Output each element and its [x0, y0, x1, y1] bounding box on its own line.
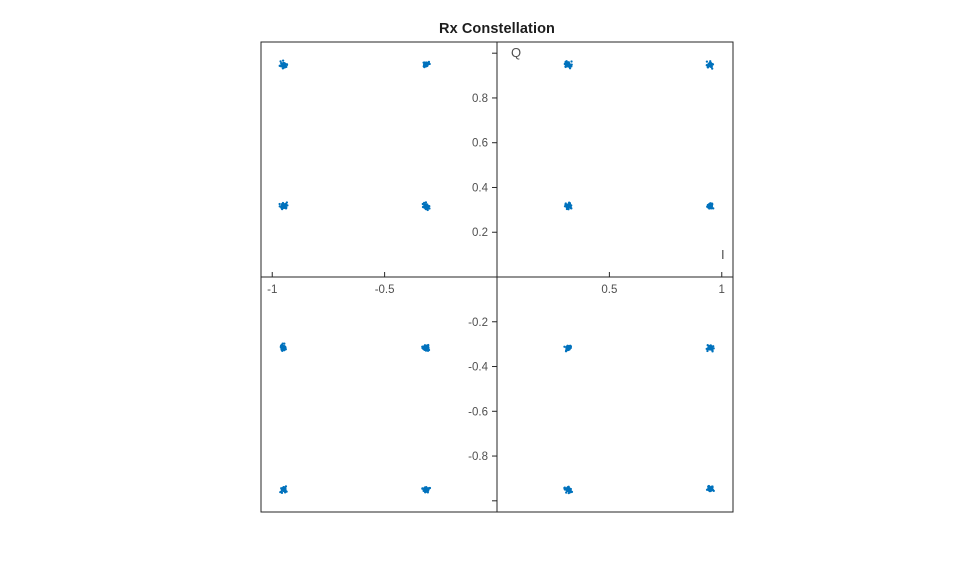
constellation-point: [705, 344, 715, 353]
y-axis-label-q: Q: [511, 45, 522, 60]
x-tick-label: 0.5: [601, 284, 617, 296]
x-tick-label: 1: [719, 284, 725, 296]
y-tick-label: 0.6: [472, 138, 488, 150]
constellation-point: [278, 201, 289, 211]
constellation-point: [422, 60, 431, 69]
y-tick-label: 0.4: [472, 182, 489, 194]
y-tick-label: -0.2: [468, 317, 488, 329]
constellation-point: [563, 485, 574, 495]
constellation-point: [421, 343, 431, 352]
x-tick-label: -1: [267, 284, 277, 296]
y-tick-label: -0.6: [468, 406, 488, 418]
constellation-point: [563, 344, 573, 353]
constellation-point: [279, 342, 287, 352]
chart-title: Rx Constellation: [439, 21, 555, 37]
x-tick-label: -0.5: [375, 284, 395, 296]
y-tick-label: 0.8: [472, 93, 488, 105]
constellation-point: [278, 59, 289, 70]
constellation-point: [563, 60, 573, 70]
x-axis-label-i: I: [721, 247, 725, 262]
y-tick-label: -0.8: [468, 451, 488, 463]
constellation-point: [705, 484, 715, 493]
y-tick-label: -0.4: [468, 362, 488, 374]
constellation-point: [279, 485, 288, 495]
y-tick-label: 0.2: [472, 227, 488, 239]
constellation-point: [563, 201, 573, 211]
constellation-point: [705, 60, 715, 70]
constellation-point: [706, 202, 715, 210]
constellation-point: [421, 201, 431, 212]
constellation-point: [421, 485, 432, 494]
